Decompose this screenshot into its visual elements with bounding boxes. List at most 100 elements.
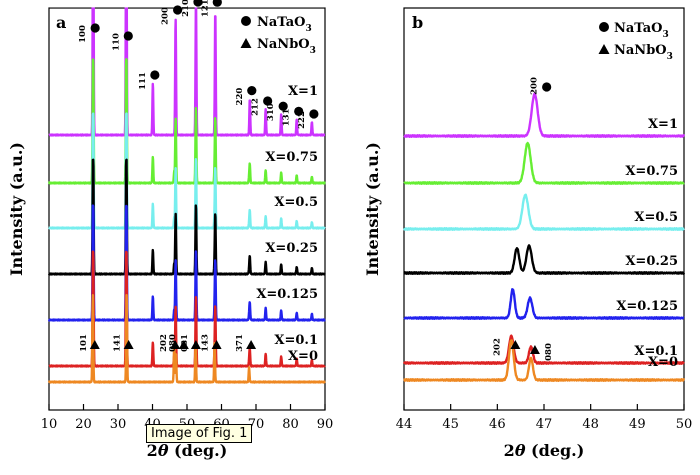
natao3-peak-label: 210 [181,0,191,17]
panel-a: a X=1 X=0.75 X=0.5 X=0.25 X=0.125 X=0.1X=0 10… [7,0,333,460]
panel-a-series-label: X=0.25 [265,241,318,256]
natao3-peak-label: 110 [111,33,121,51]
panel-b-xtick-label: 44 [396,417,413,432]
natao3-peak-label: 200 [161,7,171,25]
nanbo3-peak-marker [529,345,540,354]
legend-natao3: NaTaO3 [257,15,312,34]
panel-b-series-x-0-1 [402,334,685,365]
panel-a-series-x-0-5 [48,112,326,230]
legend-nanbo3: NaNbO3 [614,43,673,62]
natao3-peak-marker [294,106,304,116]
panel-a-xlabel: 2θ (deg.) [147,441,228,460]
panel-a-legend: NaTaO3 NaNbO3 [240,15,316,56]
panel-a-series-label: X=0.75 [265,150,318,165]
panel-a-series-label: X=0 [288,349,318,364]
legend-triangle-marker [240,38,252,48]
nanbo3-peak-marker [211,340,222,349]
panel-b-xtick-label: 49 [629,417,646,432]
natao3-peak-label: 100 [78,25,88,43]
panel-b-xtick-label: 48 [582,417,599,432]
panel-b-xtick-label: 47 [536,417,553,432]
panel-b-series-x-0-25 [403,244,686,275]
panel-a-series-x-0-125 [47,204,326,322]
panel-b-series-x-1 [403,92,686,139]
natao3-peak-marker [212,0,222,7]
natao3-peak-label: 220 [235,88,245,106]
panel-b-series-label: X=0.1 [634,344,678,359]
panel-b-series-label: X=0.25 [625,254,678,269]
legend-circle-marker [599,22,609,32]
natao3-peak-label: 212 [251,98,261,116]
panel-a-label: a [56,13,66,32]
panel-b-series-label: X=1 [648,117,678,132]
natao3-peak-label: 131 [282,108,292,126]
natao3-peak-label: 310 [266,103,276,121]
nanbo3-peak-label: 202 [492,338,502,356]
nanbo3-peak-marker [89,340,100,349]
panel-b-series-label: X=0.125 [616,299,678,314]
legend-nanbo3: NaNbO3 [257,37,316,56]
natao3-peak-marker [173,5,183,15]
panel-a-series-x-0 [47,293,326,384]
nanbo3-peak-label: 081 [180,334,190,352]
natao3-peak-marker [309,109,319,119]
nanbo3-peak-marker [123,340,134,349]
natao3-peak-label: 121 [200,0,210,17]
legend-triangle-marker [598,44,610,54]
panel-b-series-label: X=0.75 [625,164,678,179]
panel-b-series-label: X=0 [648,355,678,370]
panel-a-xtick-label: 30 [110,417,127,432]
panel-b-series-x-0 [403,339,686,382]
panel-a-xtick-label: 80 [282,417,299,432]
nanbo3-peak-marker [246,340,257,349]
nanbo3-peak-label: 101 [79,334,89,352]
panel-b-series-x-0-125 [403,288,685,320]
panel-a-series-label: X=0.1 [274,333,318,348]
natao3-peak-marker [90,23,100,33]
nanbo3-peak-label: 202 [159,334,169,352]
panel-a-series-label: X=0.125 [256,287,318,302]
natao3-peak-marker [278,101,288,111]
panel-b-xlabel: 2θ (deg.) [504,441,585,460]
panel-a-series-x-0-1 [48,250,326,368]
panel-b-ylabel: Intensity (a.u.) [363,142,382,276]
panel-b-xtick-label: 46 [489,417,506,432]
panel-b-legend: NaTaO3 NaNbO3 [598,21,673,62]
panel-a-xtick-label: 90 [317,417,334,432]
panel-b-label: b [412,13,423,32]
natao3-peak-label: 200 [530,77,540,95]
natao3-peak-marker [123,31,133,41]
panel-b: b X=1 X=0.75 X=0.5 X=0.25 X=0.125 X=0.1X=0 44… [363,7,693,460]
legend-natao3: NaTaO3 [614,21,669,40]
natao3-peak-label: 222 [297,111,307,129]
nanbo3-peak-label: 371 [235,334,245,352]
panel-a-xtick-label: 20 [75,417,92,432]
natao3-peak-marker [150,70,160,80]
natao3-peak-marker [193,0,203,7]
nanbo3-peak-marker [178,340,189,349]
image-tooltip: Image of Fig. 1 [146,424,253,443]
nanbo3-peak-label: 080 [544,343,554,361]
panel-b-xtick-label: 50 [676,417,693,432]
nanbo3-peak-label: 080 [168,334,178,352]
panel-a-ylabel: Intensity (a.u.) [7,142,26,276]
panel-a-series-label: X=0.5 [274,195,318,210]
legend-circle-marker [241,16,251,26]
panel-b-xtick-label: 45 [442,417,459,432]
nanbo3-peak-label: 143 [201,334,211,352]
panel-b-series-label: X=0.5 [634,210,678,225]
panel-a-xtick-label: 10 [41,417,58,432]
nanbo3-peak-marker [170,340,181,349]
nanbo3-peak-label: 141 [113,334,123,352]
natao3-peak-marker [542,82,552,92]
natao3-peak-marker [247,86,257,96]
natao3-peak-label: 111 [138,72,148,90]
nanbo3-peak-marker [510,340,521,349]
panel-b-series-x-0-5 [402,193,685,232]
nanbo3-peak-marker [190,340,201,349]
natao3-peak-marker [263,96,273,106]
panel-b-series-x-0-75 [403,141,685,186]
panel-a-series-x-0-25 [47,158,326,276]
panel-a-series-label: X=1 [288,84,318,99]
